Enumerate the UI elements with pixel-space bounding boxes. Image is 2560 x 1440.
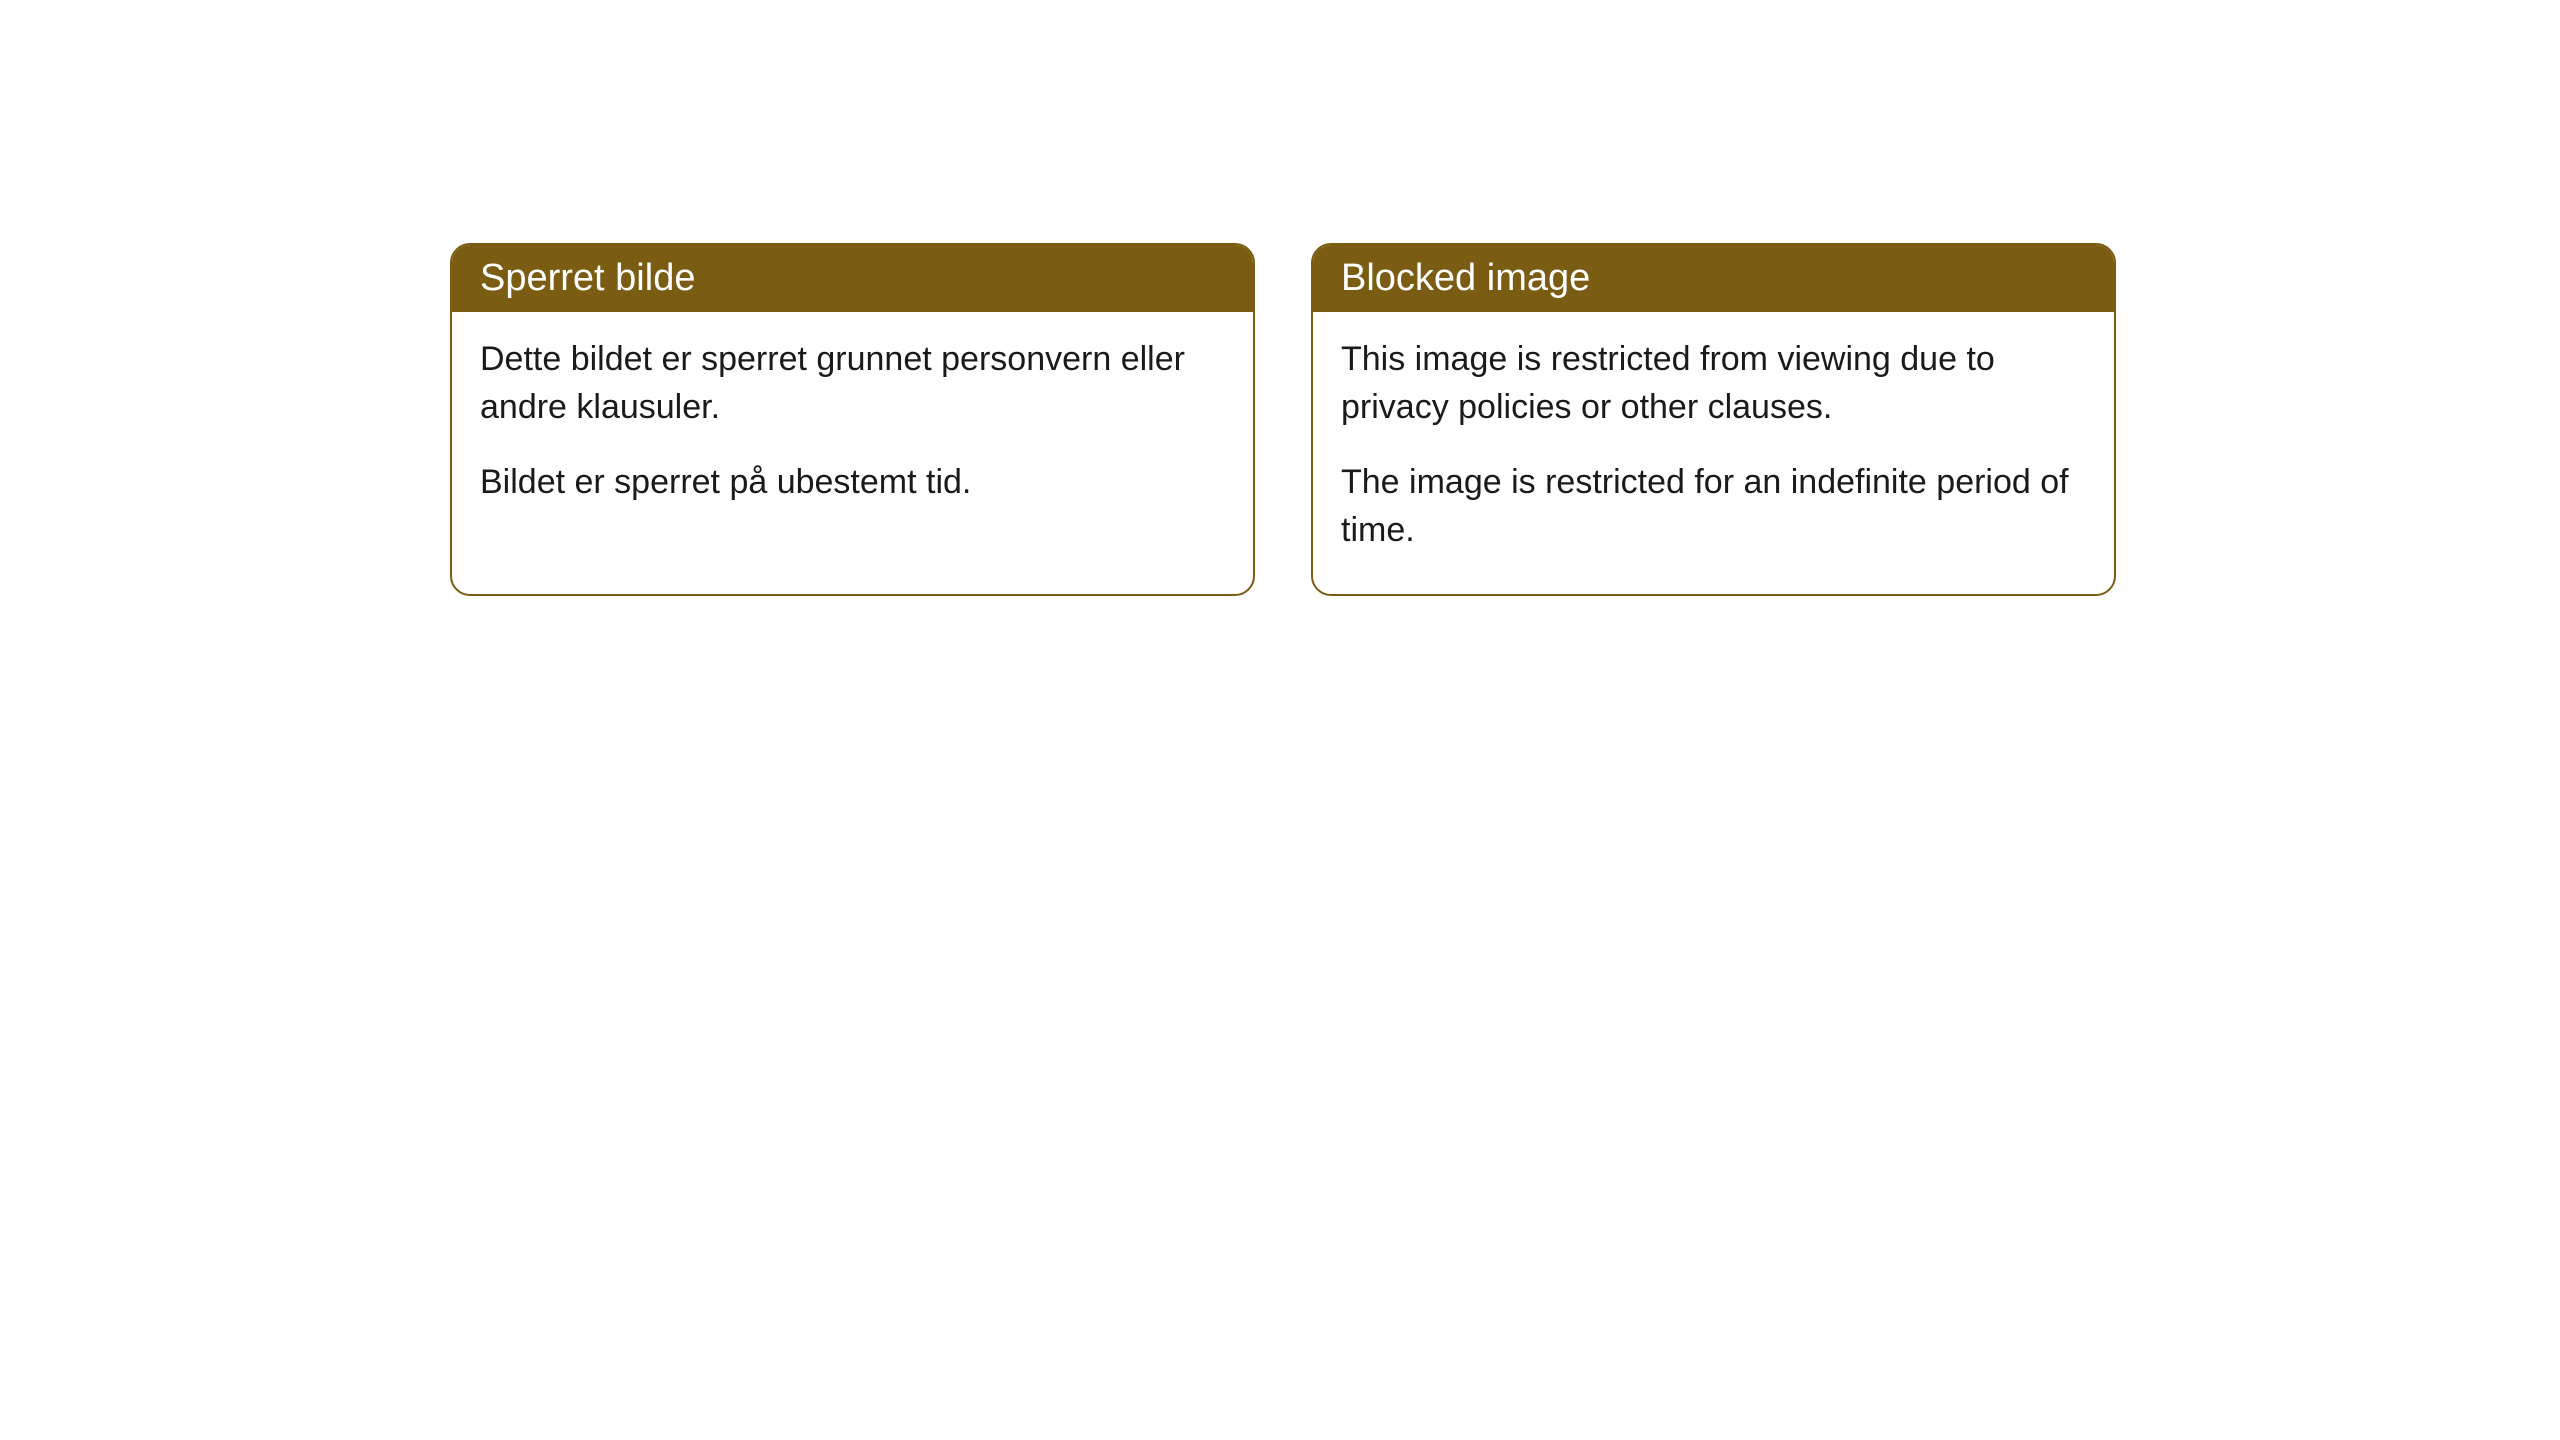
card-header-norwegian: Sperret bilde	[452, 245, 1253, 312]
cards-container: Sperret bilde Dette bildet er sperret gr…	[450, 243, 2116, 596]
card-paragraph-1-english: This image is restricted from viewing du…	[1341, 336, 2086, 431]
card-paragraph-1-norwegian: Dette bildet er sperret grunnet personve…	[480, 336, 1225, 431]
card-paragraph-2-norwegian: Bildet er sperret på ubestemt tid.	[480, 459, 1225, 507]
card-header-english: Blocked image	[1313, 245, 2114, 312]
blocked-image-card-norwegian: Sperret bilde Dette bildet er sperret gr…	[450, 243, 1255, 596]
blocked-image-card-english: Blocked image This image is restricted f…	[1311, 243, 2116, 596]
card-paragraph-2-english: The image is restricted for an indefinit…	[1341, 459, 2086, 554]
card-body-norwegian: Dette bildet er sperret grunnet personve…	[452, 312, 1253, 547]
card-body-english: This image is restricted from viewing du…	[1313, 312, 2114, 594]
